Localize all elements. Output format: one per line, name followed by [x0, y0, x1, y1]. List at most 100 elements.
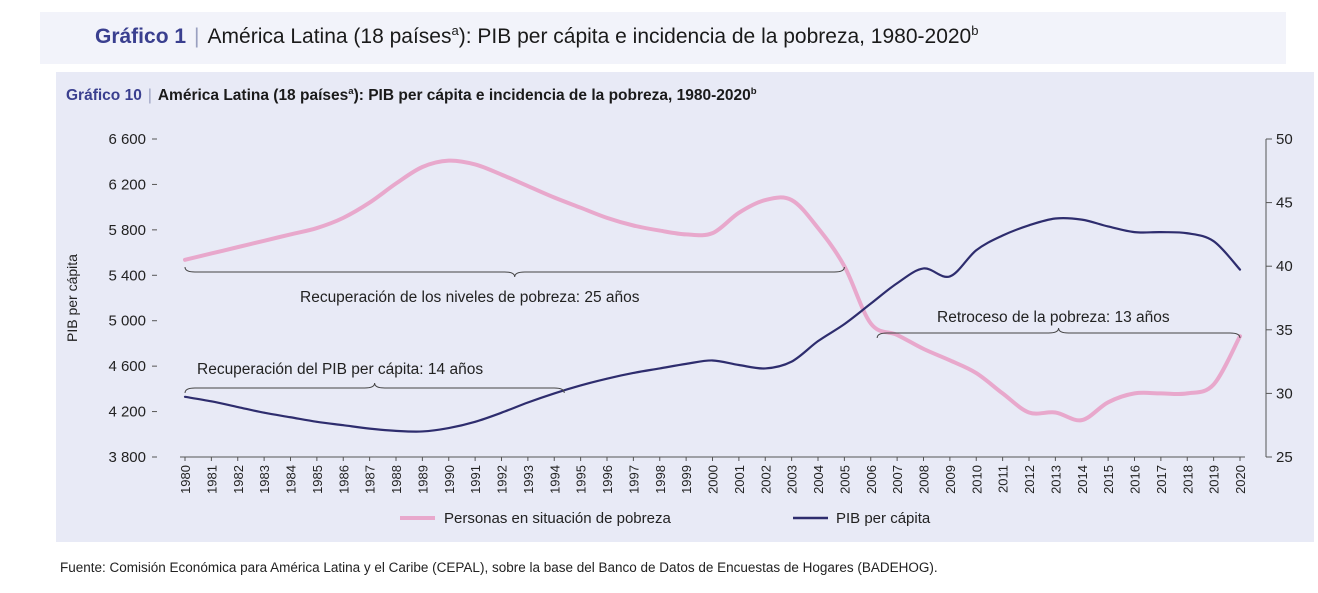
data-point-pib — [184, 395, 186, 398]
data-point-pib — [1159, 231, 1162, 234]
x-tick-label: 2000 — [706, 465, 721, 494]
annotation-brace-pobreza-retroceso — [876, 327, 1241, 339]
data-point-pobreza — [183, 258, 187, 262]
data-point-pib — [764, 367, 767, 370]
y-left-tick-label: 4 600 — [108, 358, 146, 375]
data-point-pobreza — [869, 322, 872, 325]
x-tick-label: 2001 — [732, 465, 747, 494]
data-point-pib — [1107, 225, 1110, 228]
data-point-pib — [685, 362, 688, 365]
inner-title-separator: | — [147, 87, 152, 105]
x-tick-label: 1990 — [442, 465, 457, 494]
outer-title-sup-a: a — [451, 23, 459, 38]
data-point-pobreza — [764, 198, 767, 202]
x-tick-label: 1989 — [415, 465, 430, 494]
x-tick-label: 1988 — [389, 465, 404, 494]
inner-title-text: América Latina (18 países — [157, 87, 349, 105]
annotation-text-pib-recovery: Recuperación del PIB per cápita: 14 años — [197, 361, 483, 378]
annotation-brace-pib-recovery — [184, 382, 565, 394]
data-point-pobreza — [1001, 392, 1004, 395]
data-point-pobreza — [816, 226, 820, 230]
y-left-tick-label: 4 200 — [108, 404, 146, 421]
data-point-pobreza — [210, 252, 213, 255]
x-tick-label: 1985 — [310, 465, 325, 494]
data-point-pib — [632, 372, 635, 374]
x-tick-label: 1996 — [600, 465, 615, 494]
inner-title-sup-a: a — [348, 86, 354, 97]
legend-label-pobreza: Personas en situación de pobreza — [444, 510, 671, 527]
data-point-pobreza — [658, 229, 661, 232]
data-point-pib — [315, 420, 318, 423]
data-point-pobreza — [790, 198, 793, 202]
data-point-pib — [975, 249, 978, 252]
y-left-tick-label: 3 800 — [108, 449, 146, 466]
inner-title-sup-b: b — [750, 86, 757, 97]
x-tick-label: 2009 — [943, 465, 958, 494]
data-point-pib — [606, 377, 608, 380]
data-point-pobreza — [1027, 411, 1031, 414]
data-point-pib — [737, 364, 740, 366]
data-point-pobreza — [1212, 383, 1215, 386]
annotation-brace-pobreza-recovery — [184, 266, 845, 278]
inner-title: Gráfico 10 | América Latina (18 paísesa): … — [66, 86, 757, 105]
data-point-pib — [342, 424, 345, 427]
x-tick-label: 1982 — [231, 465, 246, 494]
data-point-pib — [1001, 234, 1004, 237]
outer-title-bar — [40, 12, 1286, 64]
data-point-pobreza — [394, 182, 398, 185]
chart-panel — [56, 72, 1314, 542]
data-point-pib — [500, 411, 503, 414]
data-point-pib — [843, 323, 846, 326]
annotation-text-pobreza-recovery: Recuperación de los niveles de pobreza: … — [300, 289, 640, 306]
y-left-tick-label: 6 200 — [108, 176, 146, 193]
x-tick-label: 2014 — [1075, 465, 1090, 494]
data-point-pib — [368, 427, 371, 430]
data-point-pib — [526, 401, 529, 404]
data-point-pib — [1028, 224, 1030, 227]
y-right-tick-label: 45 — [1276, 195, 1293, 212]
data-point-pib — [896, 282, 899, 285]
data-point-pobreza — [1159, 392, 1163, 395]
data-point-pib — [1133, 231, 1136, 234]
data-point-pobreza — [526, 184, 530, 188]
data-point-pobreza — [975, 371, 978, 375]
x-tick-label: 2008 — [917, 465, 932, 494]
data-point-pobreza — [948, 359, 952, 362]
x-tick-label: 1991 — [468, 465, 483, 494]
data-point-pib — [817, 340, 819, 343]
y-left-axis-label: PIB per cápita — [64, 254, 80, 342]
y-right-tick-label: 50 — [1276, 131, 1293, 148]
data-point-pib — [1212, 240, 1215, 243]
data-point-pobreza — [843, 265, 846, 268]
x-tick-label: 2003 — [785, 465, 800, 494]
data-point-pobreza — [895, 333, 899, 337]
data-point-pobreza — [1133, 392, 1136, 395]
y-right-tick-label: 35 — [1276, 322, 1293, 339]
data-point-pib — [790, 360, 793, 363]
data-point-pobreza — [632, 224, 635, 227]
data-point-pobreza — [711, 231, 714, 235]
data-point-pib — [236, 406, 239, 408]
data-point-pib — [263, 411, 266, 414]
x-tick-label: 1984 — [284, 465, 299, 494]
data-point-pib — [421, 430, 424, 433]
data-point-pobreza — [262, 239, 266, 242]
data-point-pobreza — [500, 173, 503, 176]
data-point-pobreza — [473, 163, 477, 166]
x-tick-label: 2002 — [758, 465, 773, 494]
x-tick-label: 1994 — [547, 465, 562, 494]
data-point-pib — [948, 275, 951, 278]
x-tick-label: 2010 — [969, 465, 984, 494]
data-point-pobreza — [368, 201, 371, 204]
data-point-pobreza — [684, 233, 688, 236]
data-point-pobreza — [315, 226, 319, 230]
data-point-pobreza — [289, 233, 292, 236]
x-tick-label: 2012 — [1022, 465, 1037, 494]
data-point-pib — [1186, 232, 1189, 235]
y-left-tick-label: 5 800 — [108, 222, 146, 239]
x-tick-label: 2004 — [811, 465, 826, 494]
x-tick-label: 2016 — [1128, 465, 1143, 494]
data-point-pib — [553, 392, 556, 395]
x-tick-label: 1983 — [257, 465, 272, 494]
